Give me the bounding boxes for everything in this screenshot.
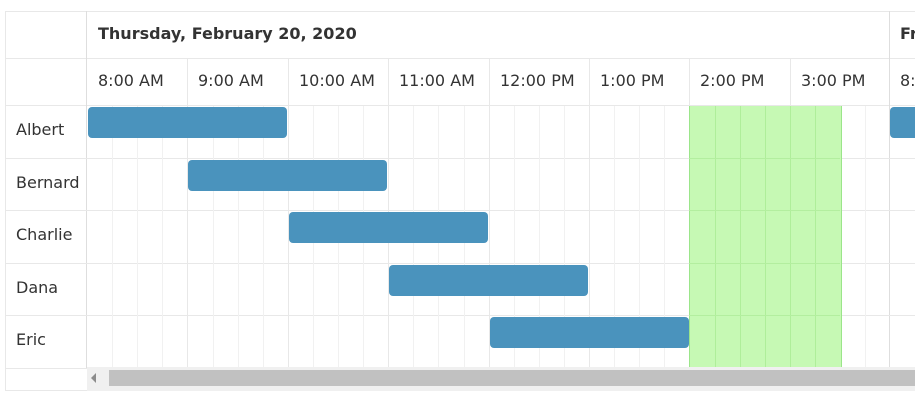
hour-divider <box>288 59 289 368</box>
hour-label: 11:00 AM <box>399 71 475 90</box>
resource-label-dana: Dana <box>16 278 59 297</box>
quarter-divider <box>162 106 163 368</box>
quarter-divider <box>614 106 615 368</box>
quarter-divider <box>539 106 540 368</box>
event-bar[interactable] <box>490 317 689 348</box>
hour-divider <box>489 59 490 368</box>
hour-label: 1:00 PM <box>600 71 665 90</box>
hour-divider <box>187 59 188 368</box>
event-bar[interactable] <box>890 107 915 138</box>
resource-label-albert: Albert <box>16 120 65 139</box>
row-divider <box>5 315 915 316</box>
highlight-quarter-line <box>765 106 766 368</box>
scroll-left-arrow-icon[interactable] <box>91 373 96 383</box>
frame-left-border <box>5 11 6 391</box>
horizontal-scrollbar[interactable] <box>87 367 915 391</box>
hour-label: 10:00 AM <box>299 71 375 90</box>
scroll-thumb[interactable] <box>109 370 915 386</box>
quarter-divider <box>639 106 640 368</box>
resource-column-divider <box>86 11 87 368</box>
highlight-quarter-line <box>815 106 816 368</box>
highlight-row-line <box>689 210 840 211</box>
row-divider <box>5 263 915 264</box>
day-divider <box>889 11 890 368</box>
highlight-quarter-line <box>740 106 741 368</box>
quarter-divider <box>238 106 239 368</box>
hour-label: 8:0 <box>900 71 915 90</box>
hour-label: 9:00 AM <box>198 71 264 90</box>
event-bar[interactable] <box>188 160 387 191</box>
date-header-friday: Fr <box>900 24 915 43</box>
highlight-row-line <box>689 158 840 159</box>
hour-label: 3:00 PM <box>801 71 866 90</box>
header-bottom-divider <box>5 105 915 106</box>
quarter-divider <box>865 106 866 368</box>
quarter-divider <box>213 106 214 368</box>
quarter-divider <box>564 106 565 368</box>
resource-label-bernard: Bernard <box>16 173 80 192</box>
date-header-thursday: Thursday, February 20, 2020 <box>98 24 357 43</box>
highlight-quarter-line <box>790 106 791 368</box>
highlight-row-line <box>689 263 840 264</box>
date-row-divider <box>5 58 915 59</box>
row-divider <box>5 158 915 159</box>
event-bar[interactable] <box>289 212 488 243</box>
quarter-divider <box>664 106 665 368</box>
row-divider <box>5 210 915 211</box>
event-bar[interactable] <box>389 265 588 296</box>
highlight-row-line <box>689 315 840 316</box>
hour-label: 12:00 PM <box>500 71 575 90</box>
hour-label: 8:00 AM <box>98 71 164 90</box>
highlight-quarter-line <box>715 106 716 368</box>
resource-label-eric: Eric <box>16 330 46 349</box>
frame-top-border <box>5 11 915 12</box>
resource-label-charlie: Charlie <box>16 225 73 244</box>
scheduler: Thursday, February 20, 2020 Fr 8:00 AM 9:… <box>5 11 915 391</box>
quarter-divider <box>263 106 264 368</box>
quarter-divider <box>137 106 138 368</box>
hour-divider <box>589 59 590 368</box>
event-bar[interactable] <box>88 107 287 138</box>
quarter-divider <box>112 106 113 368</box>
quarter-divider <box>514 106 515 368</box>
hour-label: 2:00 PM <box>700 71 765 90</box>
